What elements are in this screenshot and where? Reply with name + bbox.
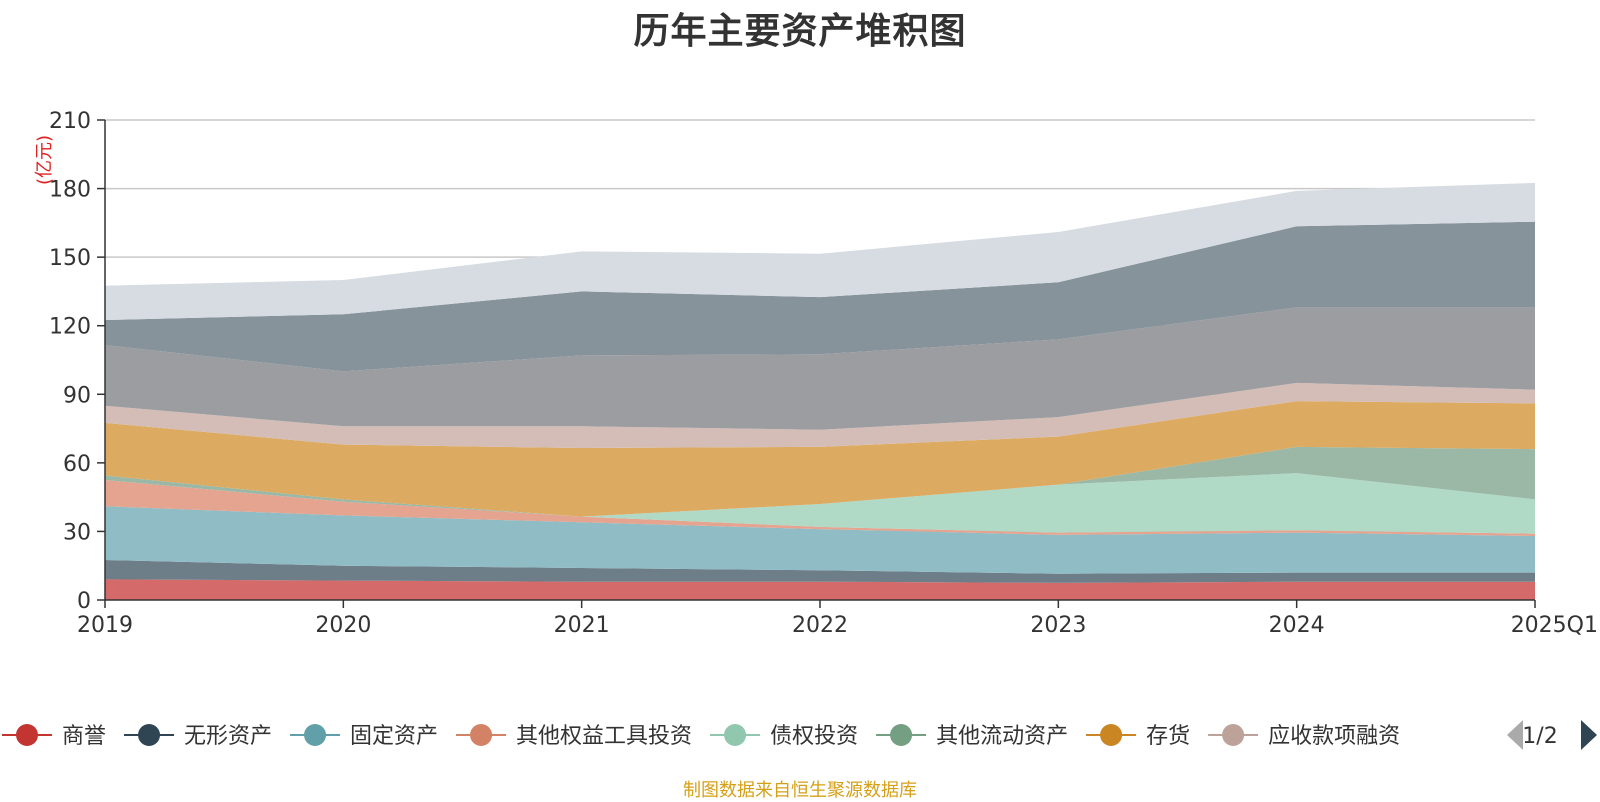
area-series-2[interactable] xyxy=(105,560,1535,583)
legend-label: 其他流动资产 xyxy=(936,724,1068,749)
legend-item[interactable]: 商誉 xyxy=(2,724,106,749)
legend-label: 债权投资 xyxy=(770,724,858,749)
x-tick-label: 2023 xyxy=(1030,613,1086,638)
x-tick-label: 2021 xyxy=(554,613,610,638)
area-series-11[interactable] xyxy=(105,182,1535,320)
area-series-1[interactable] xyxy=(105,579,1535,600)
y-tick-label: 0 xyxy=(77,589,91,614)
legend-label: 应收款项融资 xyxy=(1268,724,1400,749)
legend-label: 固定资产 xyxy=(350,724,438,749)
legend-pager: 1/2 xyxy=(1507,720,1597,750)
legend-label: 其他权益工具投资 xyxy=(516,724,692,749)
y-tick-label: 30 xyxy=(63,520,91,545)
source-note: 制图数据来自恒生聚源数据库 xyxy=(683,780,917,801)
legend-marker-icon xyxy=(138,724,161,746)
legend-marker-icon xyxy=(1100,724,1123,746)
area-series-10[interactable] xyxy=(105,221,1535,372)
legend-label: 无形资产 xyxy=(184,724,272,749)
legend-marker-icon xyxy=(890,724,913,746)
legend-next-arrow-icon[interactable] xyxy=(1581,720,1597,750)
legend-prev-arrow-icon[interactable] xyxy=(1507,720,1523,750)
legend-marker-icon xyxy=(16,724,38,746)
legend-items: 商誉 无形资产 固定资产 其他权益工具投资 债权投资 其他流动资产 存货 应收款项融资 xyxy=(2,724,1400,749)
legend-page-indicator: 1/2 xyxy=(1522,724,1557,749)
area-series-7[interactable] xyxy=(105,401,1535,517)
legend-item[interactable]: 其他流动资产 xyxy=(876,724,1068,749)
y-tick-label: 60 xyxy=(63,452,91,477)
chart-title: 历年主要资产堆积图 xyxy=(633,11,967,52)
legend-label: 存货 xyxy=(1146,724,1190,749)
area-series-5[interactable] xyxy=(105,473,1535,534)
legend-marker-icon xyxy=(470,724,493,746)
legend-item[interactable]: 债权投资 xyxy=(710,724,858,749)
area-series-3[interactable] xyxy=(105,506,1535,574)
area-series-8[interactable] xyxy=(105,382,1535,448)
legend-item[interactable]: 其他权益工具投资 xyxy=(456,724,692,749)
legend-marker-icon xyxy=(304,724,327,746)
area-series-4[interactable] xyxy=(105,480,1535,536)
legend-label: 商誉 xyxy=(62,724,106,749)
legend-item[interactable]: 无形资产 xyxy=(124,724,272,749)
y-tick-label: 120 xyxy=(49,315,91,340)
axes: 0 30 60 90 120 150 180 210 2019 2020 2021 2022 2023 2… xyxy=(49,109,1598,638)
y-tick-label: 90 xyxy=(63,383,91,408)
legend-item[interactable]: 固定资产 xyxy=(290,724,438,749)
x-tick-label: 2024 xyxy=(1269,613,1325,638)
y-tick-label: 150 xyxy=(49,246,91,271)
legend-item[interactable]: 存货 xyxy=(1086,724,1190,749)
area-series-9[interactable] xyxy=(105,307,1535,430)
area-series xyxy=(105,182,1535,600)
y-tick-label: 210 xyxy=(49,109,91,134)
legend-marker-icon xyxy=(1222,724,1245,746)
legend: 商誉 无形资产 固定资产 其他权益工具投资 债权投资 其他流动资产 存货 应收款项融资 xyxy=(2,724,1400,749)
x-tick-label: 2025Q1 xyxy=(1511,613,1598,638)
legend-item[interactable]: 应收款项融资 xyxy=(1208,724,1400,749)
x-tick-label: 2022 xyxy=(792,613,848,638)
legend-marker-icon xyxy=(724,724,747,746)
area-series-6[interactable] xyxy=(105,446,1535,517)
y-unit-label: (亿元) xyxy=(34,135,55,185)
y-tick-label: 180 xyxy=(49,178,91,203)
x-tick-label: 2020 xyxy=(315,613,371,638)
x-tick-label: 2019 xyxy=(77,613,133,638)
